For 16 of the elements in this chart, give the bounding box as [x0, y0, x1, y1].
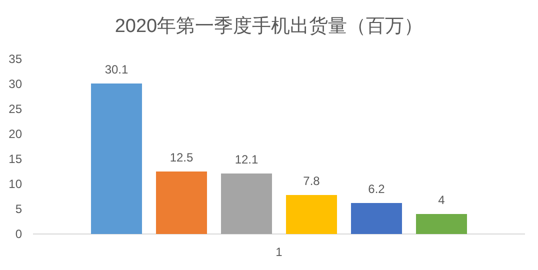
y-tick-label: 5 — [15, 202, 22, 216]
y-tick-label: 25 — [8, 102, 22, 116]
y-tick-label: 10 — [8, 177, 22, 191]
title: 2020年第一季度手机出货量（百万） — [114, 16, 424, 37]
y-tick-label: 20 — [8, 127, 22, 141]
data-label: 4 — [438, 193, 446, 207]
data-label: 7.8 — [303, 174, 320, 188]
data-label: 12.1 — [234, 152, 258, 166]
y-tick-label: 30 — [8, 77, 22, 91]
x-tick-label: 1 — [276, 245, 283, 259]
y-tick-label: 35 — [8, 52, 22, 66]
data-label: 12.5 — [170, 150, 194, 164]
data-label: 30.1 — [104, 62, 128, 76]
y-tick-label: 15 — [8, 152, 22, 166]
data-label: 6.2 — [368, 182, 386, 196]
y-tick-label: 0 — [15, 227, 22, 241]
